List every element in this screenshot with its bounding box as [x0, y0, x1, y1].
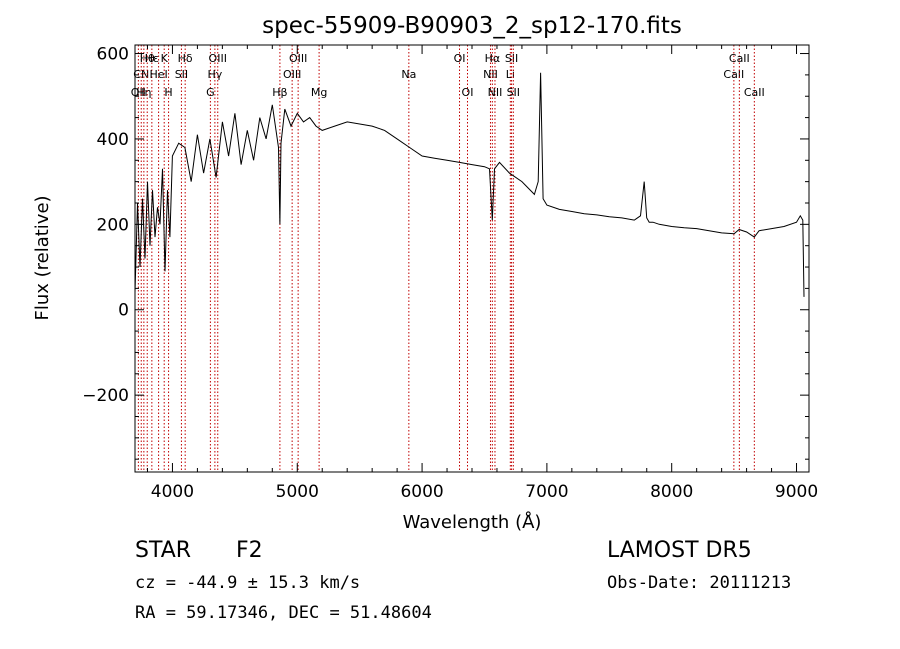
marker-label: Na — [401, 68, 416, 81]
marker-label: HeI — [149, 68, 167, 81]
marker-label: CaII — [729, 52, 750, 65]
marker-label: OI — [454, 52, 466, 65]
marker-label: OIII — [289, 52, 307, 65]
marker-label: SII — [505, 52, 518, 65]
spectral-line-markers: OIICNHηHθHεHeIKHSIIHδGHγOIIIHβOIIIOIIIMg… — [131, 45, 765, 472]
observation-date: Obs-Date: 20111213 — [607, 573, 792, 593]
x-axis-label: Wavelength (Å) — [403, 511, 542, 533]
y-tick-label: 600 — [97, 45, 129, 65]
series-layer — [134, 72, 805, 297]
y-tick-label: 0 — [118, 301, 129, 321]
marker-label: Hγ — [207, 68, 222, 81]
x-tick-label: 8000 — [650, 482, 693, 502]
y-tick-label: 400 — [97, 130, 129, 150]
chart-title: spec-55909-B90903_2_sp12-170.fits — [262, 13, 682, 39]
x-tick-label: 7000 — [525, 482, 568, 502]
x-tick-label: 9000 — [775, 482, 818, 502]
marker-label: H — [164, 86, 172, 99]
y-tick-label: 200 — [97, 215, 129, 235]
coordinates-ra-dec: RA = 59.17346, DEC = 51.48604 — [135, 603, 432, 623]
marker-label: Hδ — [178, 52, 193, 65]
marker-label: Hε — [145, 52, 159, 65]
marker-label: CN — [133, 68, 149, 81]
x-tick-label: 5000 — [276, 482, 319, 502]
marker-label: CaII — [744, 86, 765, 99]
marker-label: Li — [506, 68, 515, 81]
marker-label: OIII — [283, 68, 301, 81]
survey-name: LAMOST DR5 — [607, 538, 752, 563]
plot-frame — [134, 44, 810, 473]
marker-label: OIII — [209, 52, 227, 65]
marker-label: SII — [507, 86, 520, 99]
marker-label: Mg — [311, 86, 327, 99]
series-line — [134, 72, 805, 297]
marker-label: NII — [488, 86, 503, 99]
marker-label: OI — [462, 86, 474, 99]
axes: 4000 5000 6000 7000 8000 9000 −200 0 200 400 600 — [82, 45, 818, 502]
marker-label: G — [206, 86, 215, 99]
object-subclass: F2 — [236, 538, 263, 563]
y-axis-label: Flux (relative) — [32, 195, 53, 320]
marker-label: Hβ — [272, 86, 287, 99]
marker-label: Hα — [485, 52, 501, 65]
marker-label: K — [161, 52, 169, 65]
redshift-cz: cz = -44.9 ± 15.3 km/s — [135, 573, 361, 593]
x-tick-label: 6000 — [400, 482, 443, 502]
object-class: STAR — [135, 538, 192, 563]
marker-label: CaII — [723, 68, 744, 81]
y-tick-label: −200 — [82, 386, 129, 406]
marker-label: SII — [175, 68, 188, 81]
x-tick-label: 4000 — [151, 482, 194, 502]
marker-label: NII — [483, 68, 498, 81]
marker-label: Hθ — [140, 52, 155, 65]
marker-label: Hη — [136, 86, 151, 99]
